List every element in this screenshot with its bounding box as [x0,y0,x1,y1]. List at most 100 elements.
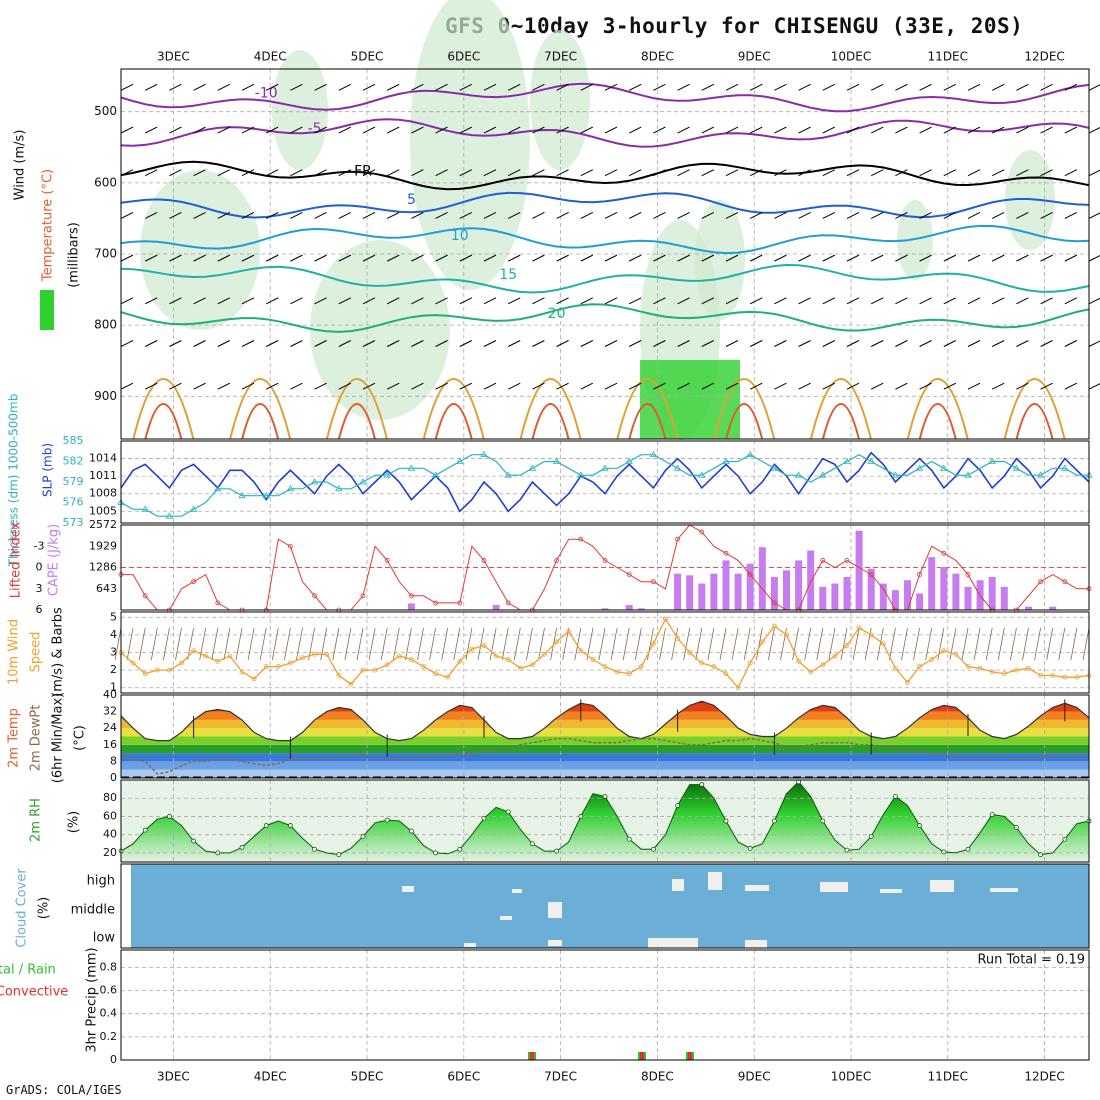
wind-barb [411,169,424,177]
rh-ylabel-2: (%) [67,811,82,834]
run-total: Run Total = 0.19 [977,953,1085,968]
surface-wind-barb [683,627,691,661]
thickness-marker [625,457,633,464]
wind-barb [507,83,521,91]
thickness-marker [988,457,996,464]
lifted-index-marker [384,558,390,563]
wind-barb [822,126,836,134]
thickness-marker [189,505,198,512]
wind-barb [144,211,158,219]
wind-barb [217,211,231,219]
wind-speed-marker [868,632,874,638]
wind-barb [532,83,545,91]
wind-barb [870,126,884,134]
bottom-date-label: 4DEC [254,1070,287,1084]
bl-arc-inner [531,403,570,440]
thickness-marker [262,491,270,499]
surface-wind-barb [1010,627,1017,661]
wind-barb [774,83,787,91]
thickness-marker [770,464,779,471]
temp2m-frame [120,694,1090,779]
wind-barb [991,340,1005,347]
wind-barb [677,297,690,305]
isotherm-line [120,82,1090,113]
rh-tick-label: 40 [103,828,117,841]
rh-tick-label: 20 [103,846,117,859]
wind-speed-marker [784,632,789,638]
cape-bar [904,580,911,610]
lifted-index-marker [602,558,608,563]
wind-barb [120,340,134,347]
wind-barb [435,340,448,347]
bl-arc-inner [725,403,764,440]
temp-band [121,744,1089,754]
wind-speed-marker [1050,672,1056,678]
wind-barb [580,126,594,134]
wind-barb [290,169,303,177]
thickness-marker [698,471,706,478]
wind-barb [822,382,836,390]
surface-wind-barb [356,627,364,661]
wind-speed-marker [408,657,414,662]
cape-tick-label: 1929 [89,539,117,552]
wind-speed-marker [893,665,898,671]
cloud-cover-bar [512,889,522,893]
wind-barb [193,382,206,390]
temp-tick-label: 40 [103,688,117,701]
wind-barb [991,382,1005,390]
wind-barb [217,382,231,390]
wind-ylabel-1: 10m Wind [7,619,22,685]
wind-speed-marker [796,658,801,664]
wind-barb [919,382,932,390]
precip-tick-label: 0.6 [100,984,118,997]
wind-barb [435,254,448,262]
surface-wind-barb [211,627,219,661]
top-date-label: 4DEC [254,50,287,64]
wind-barb [411,297,424,305]
lifted-index-marker [917,572,922,577]
thickness-tick-label: 582 [63,455,84,468]
thickness-marker [335,485,343,492]
temp-band [121,769,1089,778]
wind-barb [556,211,569,219]
wind-barb [386,340,400,347]
surface-wind-barb [513,627,521,661]
surface-wind-barb [368,627,376,661]
surface-wind-barb [852,627,860,661]
surface-wind-barb [1058,627,1066,661]
cape-bar [819,586,827,610]
rh-ylabel-1: 2m RH [29,798,44,842]
lifted-index-marker [651,579,656,585]
lifted-index-marker [505,600,511,606]
surface-wind-barb [1070,627,1078,661]
wind-barb [1040,254,1053,262]
temp-bands [121,701,1089,778]
wind-barb [193,211,206,219]
wind-barb [483,126,497,134]
wind-barb [338,83,352,91]
surface-wind-barb [731,627,739,661]
precip-frame [120,949,1090,1061]
lifted-index-marker [868,572,874,577]
cloud-cover-bar [930,880,954,892]
surface-wind-barb [405,627,412,661]
lifted-index-marker [844,558,850,563]
ua-ytick-label: 600 [94,175,117,189]
rh-shading-high [640,360,740,439]
wind-speed-marker [372,667,378,673]
wind-speed-marker [517,665,523,671]
wind-barb [435,211,448,219]
wind-barb [919,297,932,305]
ua-ytick-label: 500 [94,104,117,118]
wind-barb [822,340,836,347]
wind-speed-marker [663,616,668,622]
wind-barb [1016,340,1029,347]
wind-barb [217,340,231,347]
wind-barb [459,297,473,305]
wind-barb [628,211,642,219]
precip-legend-total: Total / Rain [0,963,56,978]
lifted-index-marker [360,593,366,599]
wind-speed-marker [384,662,390,668]
wind-barb [169,297,182,305]
thickness-marker [746,450,754,458]
